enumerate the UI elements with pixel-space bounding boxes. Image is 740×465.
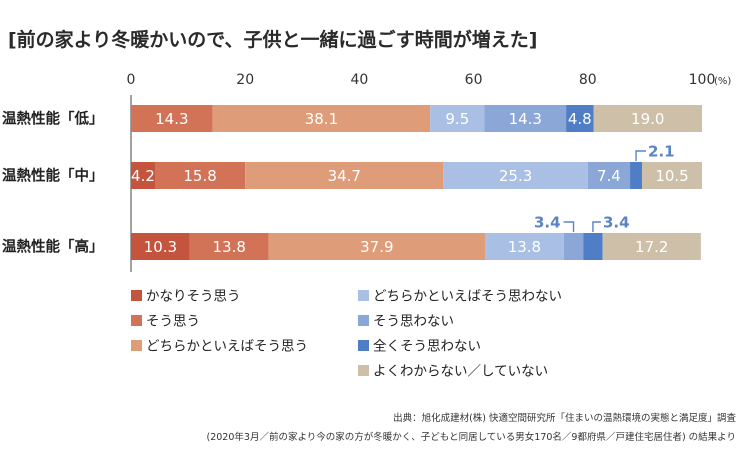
legend-swatch [358,315,369,326]
legend-swatch [131,315,142,326]
callout-leader-line [563,221,575,232]
legend-swatch [131,290,142,301]
bar-segment [189,233,269,260]
legend-entry: よくわからない／していない [373,364,548,380]
x-tick-label: 20 [236,72,254,88]
segment-value-label: 13.8 [213,238,246,256]
legend-entry: 全くそう思わない [373,338,481,355]
segment-value-label: 4.2 [131,167,155,185]
legend-swatch [358,290,369,301]
callout-value-label: 3.4 [534,214,561,232]
legend-entry: どちらかといえばそう思わない [373,289,562,305]
bar-segment [212,105,431,132]
callout-value-label: 3.4 [603,214,630,232]
segment-value-label: 10.3 [144,238,177,256]
segment-value-label: 4.8 [568,110,592,128]
unit-label: (%) [714,76,731,87]
x-tick-label: 80 [579,72,597,88]
row-label: 温熱性能「低」 [2,110,104,128]
x-tick-label: 60 [465,72,483,88]
segment-value-label: 25.3 [499,167,532,185]
callout-value-label: 2.1 [648,143,675,161]
segment-value-label: 17.2 [635,238,668,256]
bar-segment [131,105,213,132]
row-label: 温熱性能「高」 [2,238,104,256]
bar-segment [154,162,246,189]
legend-entry: そう思わない [373,314,454,330]
bar-segment [443,162,588,189]
segment-value-label: 15.8 [183,167,216,185]
legend-swatch [358,365,369,376]
segment-value-label: 34.7 [328,167,361,185]
legend-entry: どちらかといえばそう思う [146,339,308,355]
bar-segment [245,162,444,189]
bar-segment [587,162,631,189]
segment-value-label: 7.4 [597,167,621,185]
legend-swatch [131,340,142,351]
bar-segment [566,105,594,132]
bar-rows: 温熱性能「低」 14.3 38.1 9.5 14.3 4.8 19.0 温熱性能「中」 4.2 1… [2,105,702,260]
segment-value-label: 38.1 [305,110,338,128]
source-line-1: 出典：旭化成建材(株) 快適空間研究所「住まいの温熱環境の実態と満足度」調査 [393,412,736,424]
bar-segment [131,162,155,189]
segment-value-label: 9.5 [445,110,469,128]
segment-value-label: 14.3 [509,110,542,128]
bar-segment [563,233,584,260]
callout-leader-line [592,221,601,232]
x-tick-label: 40 [350,72,368,88]
chart-title: [前の家より冬暖かいので、子供と一緒に過ごす時間が増えた] [8,28,537,51]
bar-segment [268,233,486,260]
bar-segment [583,233,603,260]
bar-segment [642,162,702,189]
legend-entry: そう思う [146,314,200,330]
segment-value-label: 13.8 [508,238,541,256]
source-line-2: (2020年3月／前の家より今の家の方が冬暖かく、子どもと同居している男女170… [207,431,736,443]
bar-segment [602,233,701,260]
segment-value-label: 37.9 [360,238,393,256]
legend-swatch [358,340,369,351]
legend-entry: かなりそう思う [146,289,241,305]
x-tick-label: 100 [689,72,716,88]
bar-segment [630,162,643,189]
bar-segment [593,105,702,132]
bar-segment [131,233,190,260]
bar-segment [430,105,485,132]
row-label: 温熱性能「中」 [2,167,104,185]
bar-segment [485,233,564,260]
callout-leader-line [635,150,647,161]
segment-value-label: 19.0 [631,110,664,128]
x-tick-label: 0 [127,72,136,88]
segment-value-label: 14.3 [155,110,188,128]
bar-segment [484,105,567,132]
segment-value-label: 10.5 [655,167,688,185]
